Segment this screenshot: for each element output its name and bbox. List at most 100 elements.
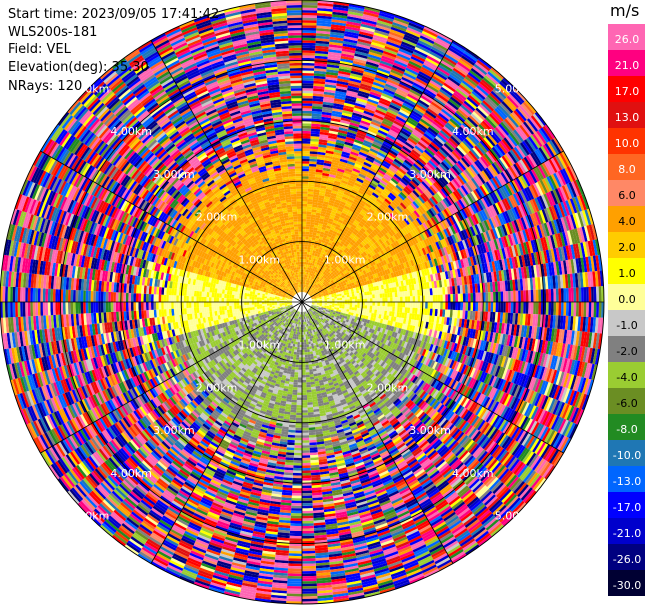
- velocity-gate: [401, 200, 409, 208]
- velocity-gate: [321, 239, 326, 244]
- velocity-gate: [433, 97, 446, 107]
- velocity-gate: [312, 201, 318, 206]
- velocity-gate: [303, 266, 306, 270]
- velocity-gate: [396, 136, 407, 144]
- velocity-gate: [335, 196, 342, 201]
- velocity-gate: [485, 292, 489, 302]
- velocity-gate: [386, 183, 394, 191]
- velocity-gate: [373, 79, 386, 86]
- velocity-gate: [355, 194, 363, 200]
- velocity-gate: [313, 283, 317, 287]
- velocity-gate: [405, 157, 415, 166]
- velocity-gate: [395, 297, 398, 302]
- velocity-gate: [315, 251, 319, 255]
- velocity-gate: [360, 26, 375, 33]
- velocity-gate: [312, 285, 315, 289]
- velocity-gate: [338, 70, 351, 76]
- velocity-gate: [412, 307, 416, 314]
- velocity-gate: [387, 306, 390, 312]
- velocity-gate: [335, 212, 341, 217]
- velocity-gate: [349, 234, 355, 240]
- velocity-gate: [315, 40, 330, 45]
- velocity-gate: [346, 255, 351, 260]
- velocity-gate: [465, 118, 477, 130]
- velocity-gate: [355, 100, 367, 106]
- velocity-gate: [387, 292, 390, 298]
- velocity-gate: [397, 291, 400, 297]
- velocity-gate: [358, 124, 369, 131]
- velocity-gate: [322, 277, 326, 281]
- velocity-gate: [330, 224, 336, 229]
- velocity-gate: [381, 162, 390, 169]
- velocity-gate: [413, 176, 422, 185]
- velocity-gate: [333, 98, 345, 103]
- velocity-gate: [342, 255, 347, 260]
- velocity-gate: [302, 229, 306, 232]
- velocity-gate: [393, 186, 402, 194]
- velocity-gate: [320, 263, 324, 268]
- velocity-gate: [302, 254, 305, 257]
- velocity-gate: [332, 253, 336, 258]
- velocity-gate: [307, 267, 310, 270]
- velocity-gate: [340, 156, 349, 161]
- velocity-gate: [382, 210, 390, 217]
- velocity-gate: [409, 114, 420, 123]
- velocity-gate: [311, 252, 315, 256]
- velocity-gate: [349, 307, 353, 310]
- velocity-gate: [313, 227, 318, 231]
- velocity-gate: [377, 17, 393, 25]
- velocity-gate: [313, 83, 325, 87]
- velocity-gate: [363, 204, 370, 211]
- velocity-gate: [312, 289, 316, 292]
- velocity-gate: [443, 126, 454, 136]
- velocity-gate: [337, 303, 340, 306]
- velocity-gate: [457, 108, 469, 119]
- velocity-gate: [450, 42, 466, 53]
- velocity-gate: [339, 259, 343, 263]
- velocity-gate: [406, 184, 415, 192]
- velocity-gate: [318, 271, 322, 275]
- velocity-gate: [355, 233, 361, 239]
- velocity-gate: [392, 142, 403, 150]
- velocity-gate: [329, 303, 333, 306]
- velocity-gate: [302, 77, 314, 81]
- velocity-gate: [314, 266, 318, 270]
- velocity-gate: [375, 24, 391, 32]
- velocity-gate: [339, 304, 343, 307]
- velocity-gate: [317, 8, 333, 12]
- velocity-gate: [367, 152, 377, 159]
- velocity-gate: [321, 206, 328, 210]
- velocity-gate: [364, 190, 372, 197]
- velocity-gate: [323, 275, 327, 279]
- velocity-gate: [332, 9, 349, 14]
- velocity-gate: [318, 277, 321, 281]
- velocity-gate: [450, 135, 461, 146]
- velocity-gate: [342, 304, 345, 307]
- velocity-gate: [488, 92, 502, 105]
- velocity-gate: [450, 116, 462, 127]
- velocity-gate: [310, 141, 319, 145]
- velocity-gate: [344, 304, 348, 307]
- velocity-gate: [337, 245, 342, 250]
- velocity-gate: [399, 307, 403, 313]
- velocity-gate: [364, 237, 370, 244]
- velocity-gate: [305, 229, 310, 232]
- velocity-gate: [316, 25, 331, 30]
- velocity-gate: [326, 142, 336, 147]
- velocity-gate: [379, 204, 387, 211]
- velocity-gate: [348, 80, 361, 86]
- velocity-gate: [376, 69, 390, 77]
- velocity-gate: [314, 184, 321, 188]
- velocity-gate: [435, 294, 438, 302]
- velocity-gate: [445, 51, 460, 62]
- velocity-gate: [355, 134, 366, 140]
- velocity-gate: [304, 246, 308, 250]
- velocity-gate: [309, 226, 314, 230]
- velocity-gate: [323, 232, 329, 237]
- velocity-gate: [339, 161, 348, 166]
- velocity-gate: [345, 95, 357, 101]
- velocity-gate: [346, 92, 358, 98]
- velocity-gate: [365, 212, 372, 218]
- velocity-gate: [503, 302, 506, 313]
- velocity-gate: [309, 293, 312, 296]
